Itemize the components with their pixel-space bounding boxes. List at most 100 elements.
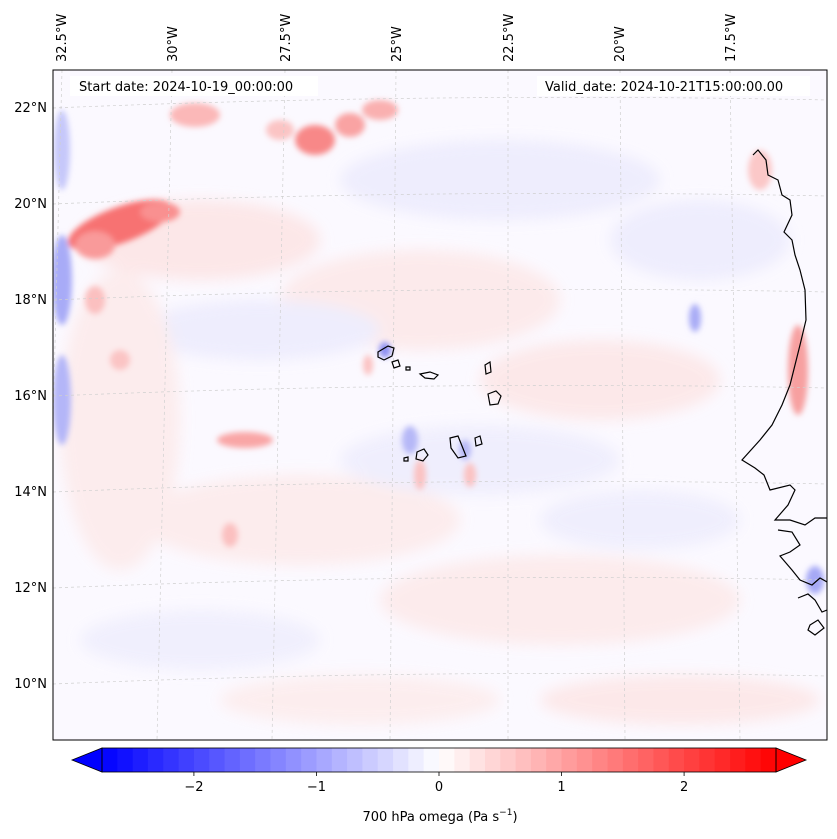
- island-boa-vista: [487, 390, 502, 406]
- colorbar-cell: [239, 748, 256, 772]
- colorbar-cell: [638, 748, 655, 772]
- colorbar-cell: [393, 748, 409, 772]
- valid-date-box-bg: [537, 76, 810, 96]
- colorbar-cell: [408, 748, 425, 772]
- colorbar-cells: [102, 748, 777, 772]
- omega-field: [53, 100, 824, 725]
- lat-label: 14°N: [14, 485, 47, 500]
- colorbar-cell: [193, 748, 210, 772]
- colorbar-tick-label: 0: [435, 780, 443, 795]
- colorbar-cell: [668, 748, 685, 772]
- colorbar-cell: [147, 748, 164, 772]
- colorbar-cell: [592, 748, 609, 772]
- gridlines: [53, 70, 827, 740]
- colorbar-title-sup: −1: [499, 808, 512, 818]
- colorbar-cell: [255, 748, 272, 772]
- colorbar-cell: [362, 748, 379, 772]
- lat-label: 20°N: [14, 197, 47, 212]
- island-fogo: [415, 448, 429, 462]
- bissagos-coastline: [797, 593, 827, 636]
- colorbar-cell: [454, 748, 471, 772]
- colorbar-cell: [102, 748, 118, 772]
- island-sal: [484, 360, 492, 375]
- island-santiago: [449, 435, 467, 459]
- colorbar-cell: [285, 748, 302, 772]
- colorbar-cell: [270, 748, 287, 772]
- colorbar-title-main: 700 hPa omega (Pa s: [362, 810, 499, 825]
- colorbar-cell: [439, 748, 455, 772]
- island-santa-luzia: [405, 366, 411, 371]
- island-maio: [474, 435, 483, 447]
- colorbar-cell: [607, 748, 624, 772]
- lat-label: 10°N: [14, 677, 47, 692]
- lon-label: 30°W: [166, 26, 181, 62]
- colorbar-cell: [469, 748, 486, 772]
- valid-date-box: Valid_date: 2024-10-21T15:00:00.00: [537, 76, 810, 96]
- colorbar-cell: [530, 748, 547, 772]
- island-santo-antao: [377, 345, 395, 361]
- colorbar-cell: [699, 748, 716, 772]
- cape-verde-islands: [377, 345, 502, 462]
- guinea-bissau-coastline: [777, 529, 827, 586]
- colorbar-cell: [132, 748, 149, 772]
- colorbar-cell: [209, 748, 226, 772]
- colorbar: −2 −1 0 1 2 700 hPa omega (Pa s−1): [70, 747, 808, 825]
- colorbar-cell: [760, 748, 777, 772]
- lat-label: 18°N: [14, 293, 47, 308]
- valid-date-label: Valid_date: 2024-10-21T15:00:00.00: [545, 80, 783, 95]
- africa-coastline: [741, 149, 827, 526]
- colorbar-cell: [515, 748, 532, 772]
- colorbar-cell: [331, 748, 348, 772]
- longitude-labels: 32.5°W 30°W 27.5°W 25°W 22.5°W 20°W 17.5…: [55, 14, 739, 62]
- colorbar-cell: [316, 748, 333, 772]
- lon-label: 25°W: [390, 26, 405, 62]
- colorbar-tick-label: −2: [184, 780, 203, 795]
- map-frame: [52, 69, 828, 741]
- lon-label: 17.5°W: [724, 14, 739, 62]
- lat-label: 16°N: [14, 389, 47, 404]
- map-panel: Start date: 2024-10-19_00:00:00 Valid_da…: [52, 69, 828, 741]
- colorbar-cell: [500, 748, 517, 772]
- colorbar-cell: [178, 748, 195, 772]
- colorbar-tick-label: 2: [680, 780, 688, 795]
- lon-label: 22.5°W: [502, 14, 517, 62]
- latitude-labels: 22°N 20°N 18°N 16°N 14°N 12°N 10°N: [14, 101, 47, 692]
- start-date-box: Start date: 2024-10-19_00:00:00: [70, 76, 318, 96]
- colorbar-cell: [347, 748, 364, 772]
- colorbar-extend-low: [70, 747, 103, 773]
- colorbar-cell: [561, 748, 578, 772]
- island-sao-nicolau: [418, 371, 440, 380]
- colorbar-cell: [730, 748, 746, 772]
- island-sao-vicente: [391, 359, 401, 369]
- colorbar-extend-high: [775, 747, 808, 773]
- lat-label: 12°N: [14, 581, 47, 596]
- colorbar-cell: [117, 748, 134, 772]
- colorbar-cell: [745, 748, 762, 772]
- lon-label: 32.5°W: [55, 14, 70, 62]
- colorbar-tick-label: 1: [557, 780, 565, 795]
- lat-label: 22°N: [14, 101, 47, 116]
- colorbar-title: 700 hPa omega (Pa s−1): [362, 808, 517, 825]
- colorbar-cell: [163, 748, 180, 772]
- colorbar-cell: [714, 748, 731, 772]
- colorbar-cell: [484, 748, 501, 772]
- island-brava: [403, 456, 409, 462]
- colorbar-cell: [576, 748, 593, 772]
- start-date-label: Start date: 2024-10-19_00:00:00: [79, 80, 293, 95]
- start-date-box-bg: [70, 76, 318, 96]
- colorbar-cell: [622, 748, 639, 772]
- colorbar-cell: [653, 748, 670, 772]
- colorbar-cell: [684, 748, 701, 772]
- colorbar-cell: [377, 748, 394, 772]
- colorbar-tick-label: −1: [307, 780, 326, 795]
- lon-label: 27.5°W: [279, 14, 294, 62]
- colorbar-ticks: −2 −1 0 1 2: [184, 772, 688, 795]
- colorbar-cell: [423, 748, 440, 772]
- colorbar-cell: [546, 748, 563, 772]
- lon-label: 20°W: [613, 26, 628, 62]
- colorbar-cell: [224, 748, 241, 772]
- coastlines: [741, 149, 827, 636]
- colorbar-cell: [301, 748, 318, 772]
- colorbar-title-end: ): [512, 810, 517, 825]
